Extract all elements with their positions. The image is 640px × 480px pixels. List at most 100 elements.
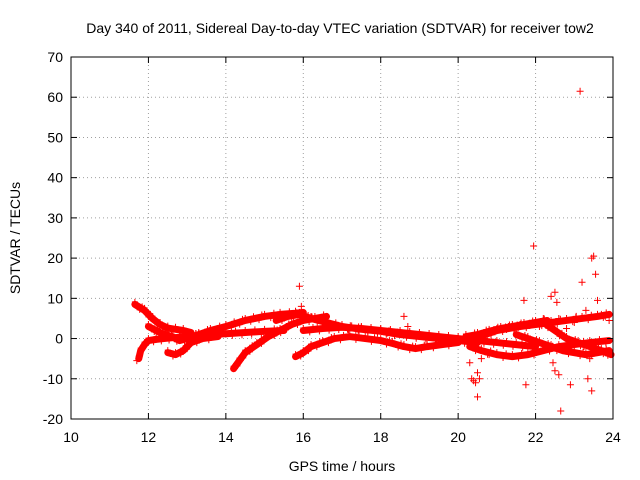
data-point <box>455 333 462 340</box>
data-point <box>302 315 309 322</box>
data-point <box>527 336 534 343</box>
data-point <box>165 330 172 337</box>
y-tick-label: 70 <box>47 49 63 65</box>
data-point <box>219 324 226 331</box>
data-point <box>320 318 327 325</box>
data-point <box>551 367 559 375</box>
data-point <box>547 292 555 300</box>
data-point <box>270 309 277 316</box>
data-point <box>576 87 584 95</box>
data-point <box>515 355 522 362</box>
data-point <box>563 325 571 332</box>
data-point <box>527 350 534 357</box>
y-tick-label: 60 <box>47 89 63 105</box>
data-point <box>216 322 223 329</box>
y-tick-label: 10 <box>47 290 63 306</box>
data-point <box>162 334 169 341</box>
y-tick-label: 40 <box>47 170 63 186</box>
data-point <box>374 337 381 344</box>
data-point <box>531 352 538 359</box>
data-point <box>263 335 270 342</box>
data-point <box>474 369 481 377</box>
data-point <box>413 333 420 340</box>
data-point <box>566 317 573 324</box>
data-point <box>515 324 522 331</box>
x-tick-label: 18 <box>373 429 389 445</box>
data-point <box>480 340 487 347</box>
data-point <box>421 341 428 348</box>
data-point <box>584 375 592 383</box>
data-point <box>228 324 235 331</box>
data-point <box>345 327 352 334</box>
data-point <box>404 322 412 330</box>
data-point <box>594 296 602 304</box>
data-point <box>568 346 575 353</box>
data-point <box>157 318 164 325</box>
data-point <box>397 327 404 334</box>
data-point <box>277 325 284 332</box>
data-point <box>554 329 561 336</box>
data-point <box>400 312 408 320</box>
data-point <box>342 324 349 331</box>
x-tick-label: 12 <box>141 429 157 445</box>
data-point <box>256 317 263 324</box>
data-point <box>493 349 500 356</box>
data-point <box>400 329 407 336</box>
data-point <box>596 336 603 343</box>
data-point <box>143 339 150 346</box>
data-point <box>232 327 239 334</box>
data-point <box>436 341 443 348</box>
data-point <box>226 330 233 337</box>
data-point <box>337 337 344 344</box>
data-point <box>368 324 375 331</box>
data-point <box>261 325 268 332</box>
data-point <box>313 326 320 333</box>
data-point <box>246 348 253 355</box>
data-point <box>319 323 326 329</box>
data-point <box>322 338 329 345</box>
data-point <box>595 344 602 351</box>
data-point <box>150 339 157 346</box>
y-tick-label: 0 <box>55 331 63 347</box>
data-point <box>175 326 182 333</box>
data-point <box>303 327 310 334</box>
x-tick-label: 20 <box>450 429 466 445</box>
data-point <box>418 347 425 354</box>
data-point <box>169 353 176 360</box>
data-point <box>177 351 184 358</box>
data-point <box>290 314 297 321</box>
data-point <box>158 338 165 345</box>
data-point <box>472 379 480 387</box>
data-point <box>386 337 393 344</box>
data-point <box>334 335 341 342</box>
data-point <box>172 323 179 330</box>
data-point <box>551 319 558 326</box>
data-track-track-a <box>131 300 195 337</box>
data-point <box>251 326 258 333</box>
data-point <box>316 328 323 335</box>
data-point <box>264 313 271 320</box>
data-point <box>294 321 301 328</box>
data-point <box>348 322 355 329</box>
data-point <box>361 325 368 332</box>
data-point <box>343 333 350 340</box>
data-point <box>582 315 589 322</box>
data-point <box>247 318 254 325</box>
data-point <box>308 341 315 348</box>
data-point <box>598 345 605 352</box>
data-point <box>442 341 449 348</box>
data-point <box>603 309 610 316</box>
data-point <box>547 321 554 328</box>
data-point <box>592 348 599 355</box>
data-point <box>586 341 593 348</box>
data-markers <box>131 87 615 415</box>
data-point <box>551 325 558 332</box>
chart-title: Day 340 of 2011, Sidereal Day-to-day VTE… <box>86 20 594 36</box>
x-tick-label: 16 <box>295 429 311 445</box>
data-point <box>168 331 175 338</box>
data-point <box>485 351 493 359</box>
data-point <box>571 347 578 354</box>
data-point <box>578 278 586 286</box>
y-tick-label: -20 <box>43 411 63 427</box>
data-point <box>236 321 243 328</box>
